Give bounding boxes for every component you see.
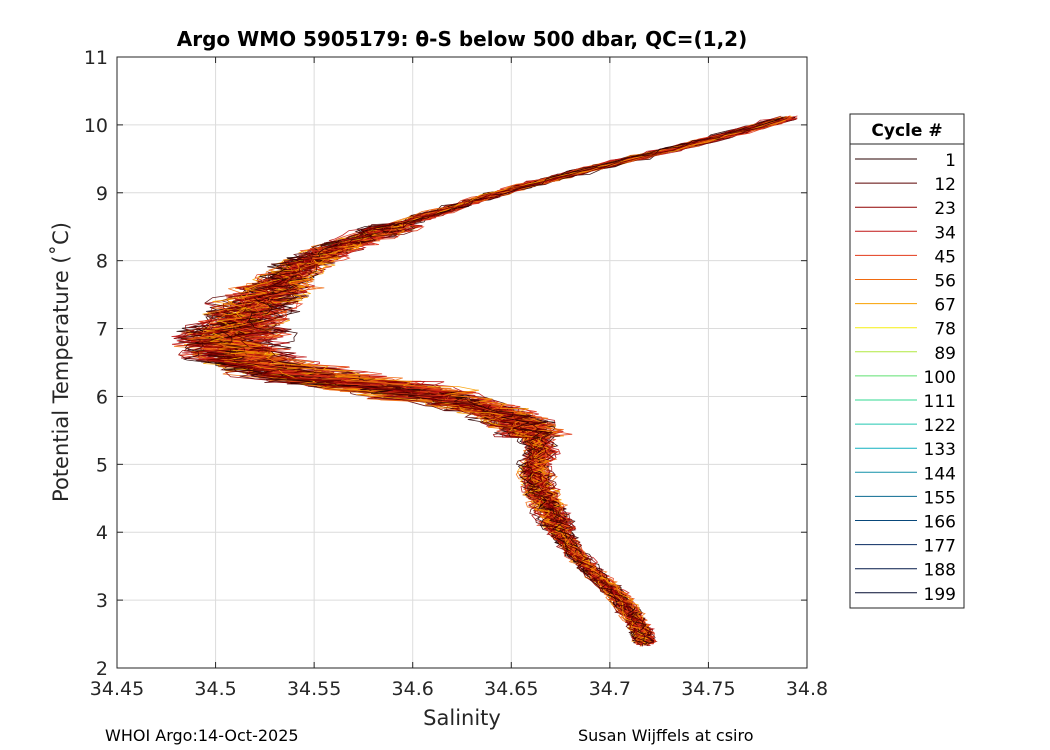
- legend-label: 111: [924, 392, 956, 412]
- legend-label: 177: [924, 537, 956, 557]
- y-tick-label: 9: [96, 183, 108, 205]
- legend-box: [849, 113, 965, 609]
- profile-line: [173, 118, 776, 645]
- x-tick-label: 34.75: [681, 678, 735, 700]
- x-tick-label: 34.7: [589, 678, 631, 700]
- x-axis-ticks: 34.45 34.5 34.55 34.6 34.65 34.7 34.75 34.8: [90, 57, 828, 700]
- y-tick-label: 10: [84, 115, 108, 137]
- axes-frame: [116, 56, 808, 669]
- axes-box: [116, 56, 808, 669]
- legend-label: 100: [924, 368, 956, 388]
- footer-credit: Susan Wijffels at csiro: [578, 726, 754, 745]
- y-tick-label: 2: [96, 658, 108, 680]
- legend-label: 1: [945, 151, 956, 171]
- legend-title: Cycle #: [871, 121, 942, 141]
- y-axis-label: Potential Temperature (˚C): [49, 222, 73, 502]
- legend-label: 67: [934, 296, 956, 316]
- legend-label: 155: [924, 488, 956, 508]
- legend-label: 199: [924, 585, 956, 605]
- legend-label: 89: [934, 344, 956, 364]
- footer-source: WHOI Argo:14-Oct-2025: [105, 726, 299, 745]
- legend-label: 56: [934, 272, 956, 292]
- legend-label: 23: [934, 199, 956, 219]
- legend-label: 45: [934, 247, 956, 267]
- y-tick-label: 5: [96, 454, 108, 476]
- x-tick-label: 34.65: [484, 678, 538, 700]
- x-tick-label: 34.6: [392, 678, 434, 700]
- y-tick-label: 8: [96, 251, 108, 273]
- chart-title: Argo WMO 5905179: θ-S below 500 dbar, QC…: [177, 27, 747, 51]
- y-tick-label: 3: [96, 590, 108, 612]
- y-axis-ticks: 2 3 4 5 6 7 8 9 10 11: [84, 47, 807, 680]
- x-tick-label: 34.55: [287, 678, 341, 700]
- y-tick-label: 6: [96, 386, 108, 408]
- legend-label: 78: [934, 320, 956, 340]
- legend-label: 34: [934, 223, 956, 243]
- profile-lines: [171, 115, 798, 647]
- x-tick-label: 34.45: [90, 678, 144, 700]
- x-tick-label: 34.8: [786, 678, 828, 700]
- legend-label: 122: [924, 416, 956, 436]
- legend-label: 133: [924, 440, 956, 460]
- legend: Cycle #1 12 23 34 45 56 67 78 89 100 111 122 133 144 1…: [849, 113, 965, 609]
- legend-label: 144: [924, 464, 956, 484]
- profile-line: [209, 119, 787, 644]
- legend-label: 188: [924, 561, 956, 581]
- legend-label: 12: [934, 175, 956, 195]
- y-tick-label: 11: [84, 47, 108, 69]
- y-tick-label: 7: [96, 319, 108, 341]
- x-axis-label: Salinity: [423, 706, 501, 730]
- x-tick-label: 34.5: [194, 678, 236, 700]
- y-tick-label: 4: [96, 522, 108, 544]
- legend-label: 166: [924, 513, 956, 533]
